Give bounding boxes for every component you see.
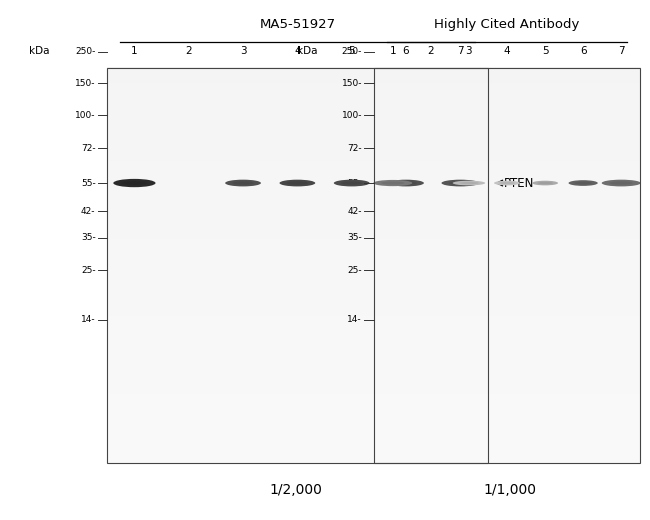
- Ellipse shape: [610, 181, 633, 185]
- Ellipse shape: [459, 182, 478, 184]
- Text: 4: 4: [504, 46, 510, 56]
- Text: 35-: 35-: [81, 233, 96, 242]
- Bar: [374, 68, 640, 463]
- Text: 25-: 25-: [347, 266, 362, 275]
- Text: 250-: 250-: [342, 47, 362, 57]
- Text: 150-: 150-: [75, 79, 96, 88]
- Text: 2: 2: [428, 46, 434, 56]
- Text: 1: 1: [131, 46, 138, 56]
- Ellipse shape: [113, 179, 155, 187]
- Ellipse shape: [225, 179, 261, 186]
- Text: 7: 7: [618, 46, 625, 56]
- Text: 150-: 150-: [341, 79, 362, 88]
- Ellipse shape: [569, 180, 598, 186]
- Text: PTEN: PTEN: [504, 176, 534, 189]
- Text: 1/1,000: 1/1,000: [484, 483, 537, 497]
- Text: kDa: kDa: [29, 46, 49, 56]
- Text: kDa: kDa: [296, 46, 317, 56]
- Text: Highly Cited Antibody: Highly Cited Antibody: [434, 18, 580, 31]
- Ellipse shape: [287, 181, 308, 185]
- Ellipse shape: [122, 181, 147, 185]
- Text: 55-: 55-: [347, 178, 362, 188]
- Ellipse shape: [449, 181, 472, 185]
- Bar: [107, 68, 488, 463]
- Ellipse shape: [373, 180, 412, 186]
- Ellipse shape: [602, 179, 641, 186]
- Text: 25-: 25-: [81, 266, 96, 275]
- Ellipse shape: [334, 179, 370, 186]
- Text: 1: 1: [389, 46, 396, 56]
- Text: 6: 6: [580, 46, 586, 56]
- Ellipse shape: [232, 181, 254, 185]
- Ellipse shape: [452, 180, 485, 185]
- Ellipse shape: [441, 179, 479, 186]
- Text: 100-: 100-: [341, 111, 362, 120]
- Text: 5: 5: [541, 46, 549, 56]
- Text: 3: 3: [465, 46, 473, 56]
- Text: 100-: 100-: [75, 111, 96, 120]
- Text: 1/2,000: 1/2,000: [269, 483, 322, 497]
- Ellipse shape: [575, 181, 592, 185]
- Text: 250-: 250-: [75, 47, 96, 57]
- Text: 14-: 14-: [347, 315, 362, 324]
- Text: 42-: 42-: [81, 206, 96, 216]
- Ellipse shape: [388, 179, 424, 186]
- Ellipse shape: [381, 181, 404, 185]
- Text: 72-: 72-: [347, 144, 362, 153]
- Text: 6: 6: [403, 46, 410, 56]
- Text: 35-: 35-: [347, 233, 362, 242]
- Text: 55-: 55-: [81, 178, 96, 188]
- Text: 4: 4: [294, 46, 301, 56]
- Text: MA5-51927: MA5-51927: [259, 18, 335, 31]
- Ellipse shape: [532, 180, 558, 185]
- Ellipse shape: [494, 180, 520, 185]
- Text: 42-: 42-: [348, 206, 362, 216]
- Text: 14-: 14-: [81, 315, 96, 324]
- Text: 72-: 72-: [81, 144, 96, 153]
- Ellipse shape: [499, 182, 515, 184]
- Ellipse shape: [538, 182, 553, 184]
- Ellipse shape: [341, 181, 363, 185]
- Text: 2: 2: [185, 46, 192, 56]
- Ellipse shape: [280, 179, 315, 186]
- Text: 3: 3: [240, 46, 246, 56]
- Ellipse shape: [395, 181, 417, 185]
- Text: 7: 7: [457, 46, 463, 56]
- Text: 5: 5: [348, 46, 355, 56]
